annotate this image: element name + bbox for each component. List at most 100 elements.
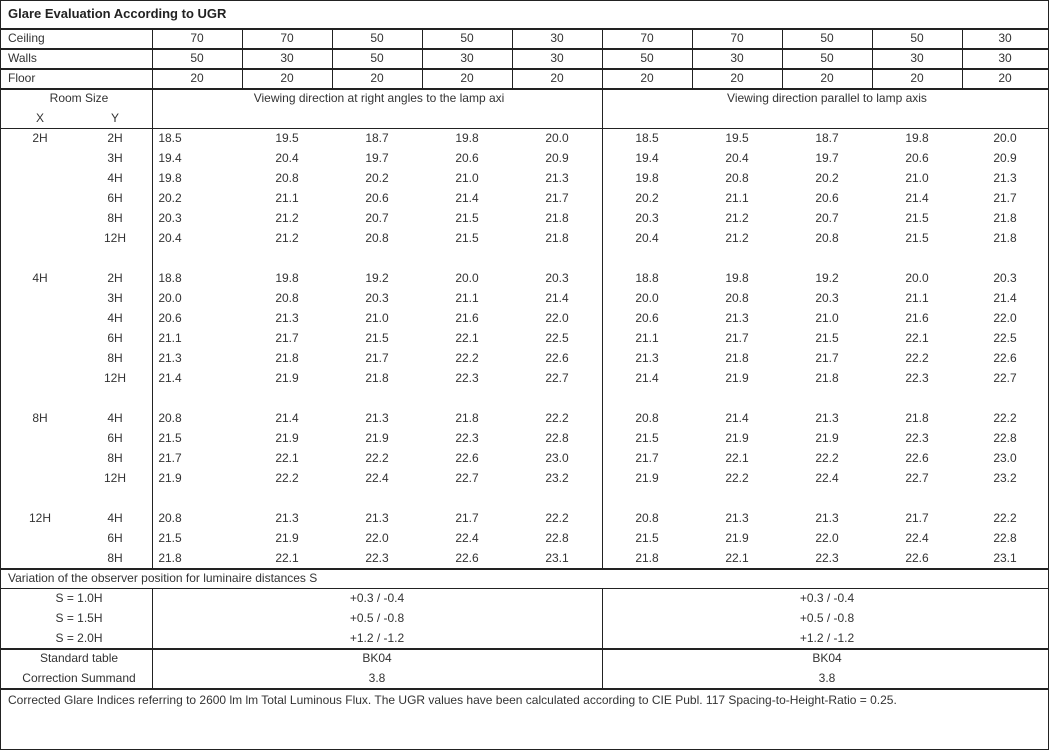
room-y-label: 4H (107, 171, 123, 185)
variation-parallel: +0.3 / -0.4 (799, 591, 855, 605)
ugr-value-right-angles: 20.0 (158, 291, 182, 305)
room-y-label: 2H (107, 271, 123, 285)
ugr-value-right-angles: 21.5 (158, 531, 182, 545)
ugr-value-right-angles: 21.9 (275, 431, 299, 445)
ugr-value-right-angles: 20.9 (545, 151, 569, 165)
ugr-value-right-angles: 20.6 (365, 191, 389, 205)
reflectance-value: 20 (820, 71, 834, 85)
ugr-value-parallel: 22.2 (815, 451, 839, 465)
standard-table-label: Standard table (39, 651, 119, 665)
ugr-value-right-angles: 22.8 (545, 431, 569, 445)
ugr-value-parallel: 21.7 (635, 451, 659, 465)
ugr-value-parallel: 20.3 (635, 211, 659, 225)
footer-note: Corrected Glare Indices referring to 260… (8, 693, 897, 707)
ugr-value-parallel: 20.8 (725, 291, 749, 305)
ugr-value-parallel: 22.8 (993, 431, 1017, 445)
ugr-value-parallel: 22.3 (905, 371, 929, 385)
divider (0, 68, 1049, 70)
ugr-value-parallel: 21.3 (725, 311, 749, 325)
divider (512, 28, 513, 88)
reflectance-value: 30 (460, 51, 474, 65)
ugr-value-right-angles: 21.4 (455, 191, 479, 205)
ugr-value-right-angles: 21.9 (158, 471, 182, 485)
ugr-value-parallel: 20.4 (725, 151, 749, 165)
ugr-value-parallel: 21.5 (635, 531, 659, 545)
ugr-value-parallel: 21.2 (725, 211, 749, 225)
room-y-label: 6H (107, 331, 123, 345)
room-y-label: 12H (103, 231, 127, 245)
ugr-value-right-angles: 21.2 (275, 231, 299, 245)
ugr-value-right-angles: 18.7 (365, 131, 389, 145)
ugr-value-parallel: 20.3 (993, 271, 1017, 285)
ugr-value-parallel: 20.2 (635, 191, 659, 205)
ugr-value-parallel: 21.0 (905, 171, 929, 185)
ugr-value-right-angles: 20.0 (545, 131, 569, 145)
ugr-value-parallel: 22.0 (993, 311, 1017, 325)
ugr-value-parallel: 21.9 (725, 531, 749, 545)
reflectance-value: 20 (640, 71, 654, 85)
ugr-value-parallel: 22.2 (993, 511, 1017, 525)
ugr-value-right-angles: 19.2 (365, 271, 389, 285)
ugr-value-parallel: 21.3 (635, 351, 659, 365)
ugr-value-parallel: 21.2 (725, 231, 749, 245)
x-header: X (35, 111, 45, 125)
ugr-value-right-angles: 21.7 (545, 191, 569, 205)
divider (782, 28, 783, 88)
ugr-value-right-angles: 21.8 (365, 371, 389, 385)
room-y-label: 4H (107, 411, 123, 425)
ugr-value-right-angles: 20.2 (158, 191, 182, 205)
reflectance-value: 70 (730, 31, 744, 45)
reflectance-value: 30 (550, 31, 564, 45)
ugr-value-parallel: 21.8 (993, 231, 1017, 245)
ugr-value-parallel: 21.5 (815, 331, 839, 345)
divider (0, 128, 1049, 129)
ugr-value-right-angles: 23.0 (545, 451, 569, 465)
ugr-value-right-angles: 20.4 (275, 151, 299, 165)
ugr-value-parallel: 20.0 (635, 291, 659, 305)
ugr-value-right-angles: 20.6 (158, 311, 182, 325)
ugr-value-right-angles: 20.3 (158, 211, 182, 225)
divider (0, 588, 1049, 589)
ugr-value-right-angles: 21.7 (365, 351, 389, 365)
ugr-value-parallel: 23.0 (993, 451, 1017, 465)
variation-parallel: +0.5 / -0.8 (799, 611, 855, 625)
ugr-value-right-angles: 22.4 (365, 471, 389, 485)
ugr-value-parallel: 21.8 (993, 211, 1017, 225)
reflectance-value: 30 (910, 51, 924, 65)
ugr-value-right-angles: 22.1 (275, 451, 299, 465)
ugr-value-parallel: 20.8 (815, 231, 839, 245)
divider (422, 28, 423, 88)
ugr-value-parallel: 22.2 (993, 411, 1017, 425)
ugr-value-right-angles: 21.4 (545, 291, 569, 305)
ugr-value-right-angles: 22.2 (545, 411, 569, 425)
ugr-value-right-angles: 22.6 (455, 451, 479, 465)
room-y-label: 12H (103, 371, 127, 385)
ugr-value-parallel: 21.9 (725, 371, 749, 385)
ugr-value-parallel: 20.6 (815, 191, 839, 205)
ugr-value-right-angles: 21.0 (365, 311, 389, 325)
ugr-value-right-angles: 19.8 (455, 131, 479, 145)
reflectance-value: 20 (550, 71, 564, 85)
divider (152, 28, 153, 88)
ugr-value-parallel: 21.8 (815, 371, 839, 385)
reflectance-value: 30 (280, 51, 294, 65)
ugr-value-right-angles: 21.5 (365, 331, 389, 345)
room-y-label: 8H (107, 211, 123, 225)
ugr-value-right-angles: 22.5 (545, 331, 569, 345)
ugr-value-right-angles: 19.5 (275, 131, 299, 145)
ugr-value-parallel: 22.5 (993, 331, 1017, 345)
standard-table-parallel: BK04 (812, 651, 842, 665)
room-y-label: 8H (107, 551, 123, 565)
ugr-value-right-angles: 21.8 (545, 231, 569, 245)
variation-right-angles: +0.5 / -0.8 (349, 611, 405, 625)
ugr-value-parallel: 21.4 (993, 291, 1017, 305)
ugr-value-right-angles: 20.8 (158, 411, 182, 425)
ugr-value-parallel: 21.9 (635, 471, 659, 485)
ugr-value-right-angles: 22.4 (455, 531, 479, 545)
ugr-value-right-angles: 20.8 (365, 231, 389, 245)
reflectance-value: 50 (640, 51, 654, 65)
ugr-value-parallel: 22.2 (725, 471, 749, 485)
ugr-value-right-angles: 21.8 (275, 351, 299, 365)
divider (692, 28, 693, 88)
room-size-header: Room Size (49, 91, 109, 105)
